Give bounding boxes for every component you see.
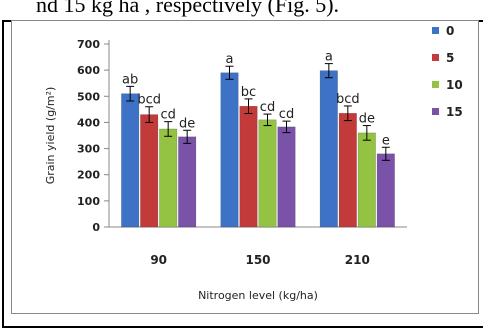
legend-swatch xyxy=(432,108,439,115)
significance-label: bcd xyxy=(336,92,360,107)
significance-label: ab xyxy=(122,72,138,87)
y-axis-title: Grain yield (g/m²) xyxy=(44,87,57,185)
y-tick-label: 500 xyxy=(77,90,100,103)
legend-swatch xyxy=(432,27,439,34)
significance-label: cd xyxy=(260,100,275,115)
significance-label: de xyxy=(359,112,375,127)
y-tick-label: 0 xyxy=(92,221,100,234)
significance-label: cd xyxy=(160,108,175,123)
bar xyxy=(239,105,258,228)
caption-fragment: nd 15 kg ha , respectively (Fig. 5). xyxy=(36,0,340,17)
bar xyxy=(178,136,197,228)
x-tick-label: 150 xyxy=(245,253,270,267)
bar xyxy=(338,112,357,228)
x-tick-label: 210 xyxy=(345,253,370,267)
bar xyxy=(376,153,395,228)
bar xyxy=(220,72,239,228)
bar xyxy=(277,126,296,228)
significance-label: de xyxy=(179,116,195,131)
bar xyxy=(357,132,376,228)
legend-label: 5 xyxy=(446,51,454,65)
y-tick-label: 300 xyxy=(77,143,100,156)
significance-label: e xyxy=(382,133,390,148)
bar xyxy=(140,114,159,228)
significance-label: a xyxy=(226,52,234,67)
chart-box: 0 100 200 300 400 500 600 700 Grain yield (g/m²)… xyxy=(11,20,479,314)
significance-label: a xyxy=(325,50,333,65)
significance-label: bc xyxy=(241,85,256,100)
y-tick-label: 100 xyxy=(77,195,100,208)
legend-swatch xyxy=(432,81,439,88)
x-tick-label: 90 xyxy=(150,253,167,267)
significance-label: bcd xyxy=(137,93,161,108)
legend-label: 15 xyxy=(446,105,463,119)
bar xyxy=(258,119,277,228)
bar xyxy=(159,128,178,228)
x-axis-title: Nitrogen level (kg/ha) xyxy=(198,289,318,302)
y-tick-label: 600 xyxy=(77,64,100,77)
significance-label: cd xyxy=(279,107,294,122)
bar xyxy=(319,70,338,228)
y-tick-label: 700 xyxy=(77,38,100,51)
y-tick-label: 200 xyxy=(77,169,100,182)
legend-swatch xyxy=(432,54,439,61)
legend-label: 10 xyxy=(446,78,463,92)
y-tick-label: 400 xyxy=(77,116,100,129)
bar xyxy=(121,93,140,228)
legend-label: 0 xyxy=(446,24,454,38)
